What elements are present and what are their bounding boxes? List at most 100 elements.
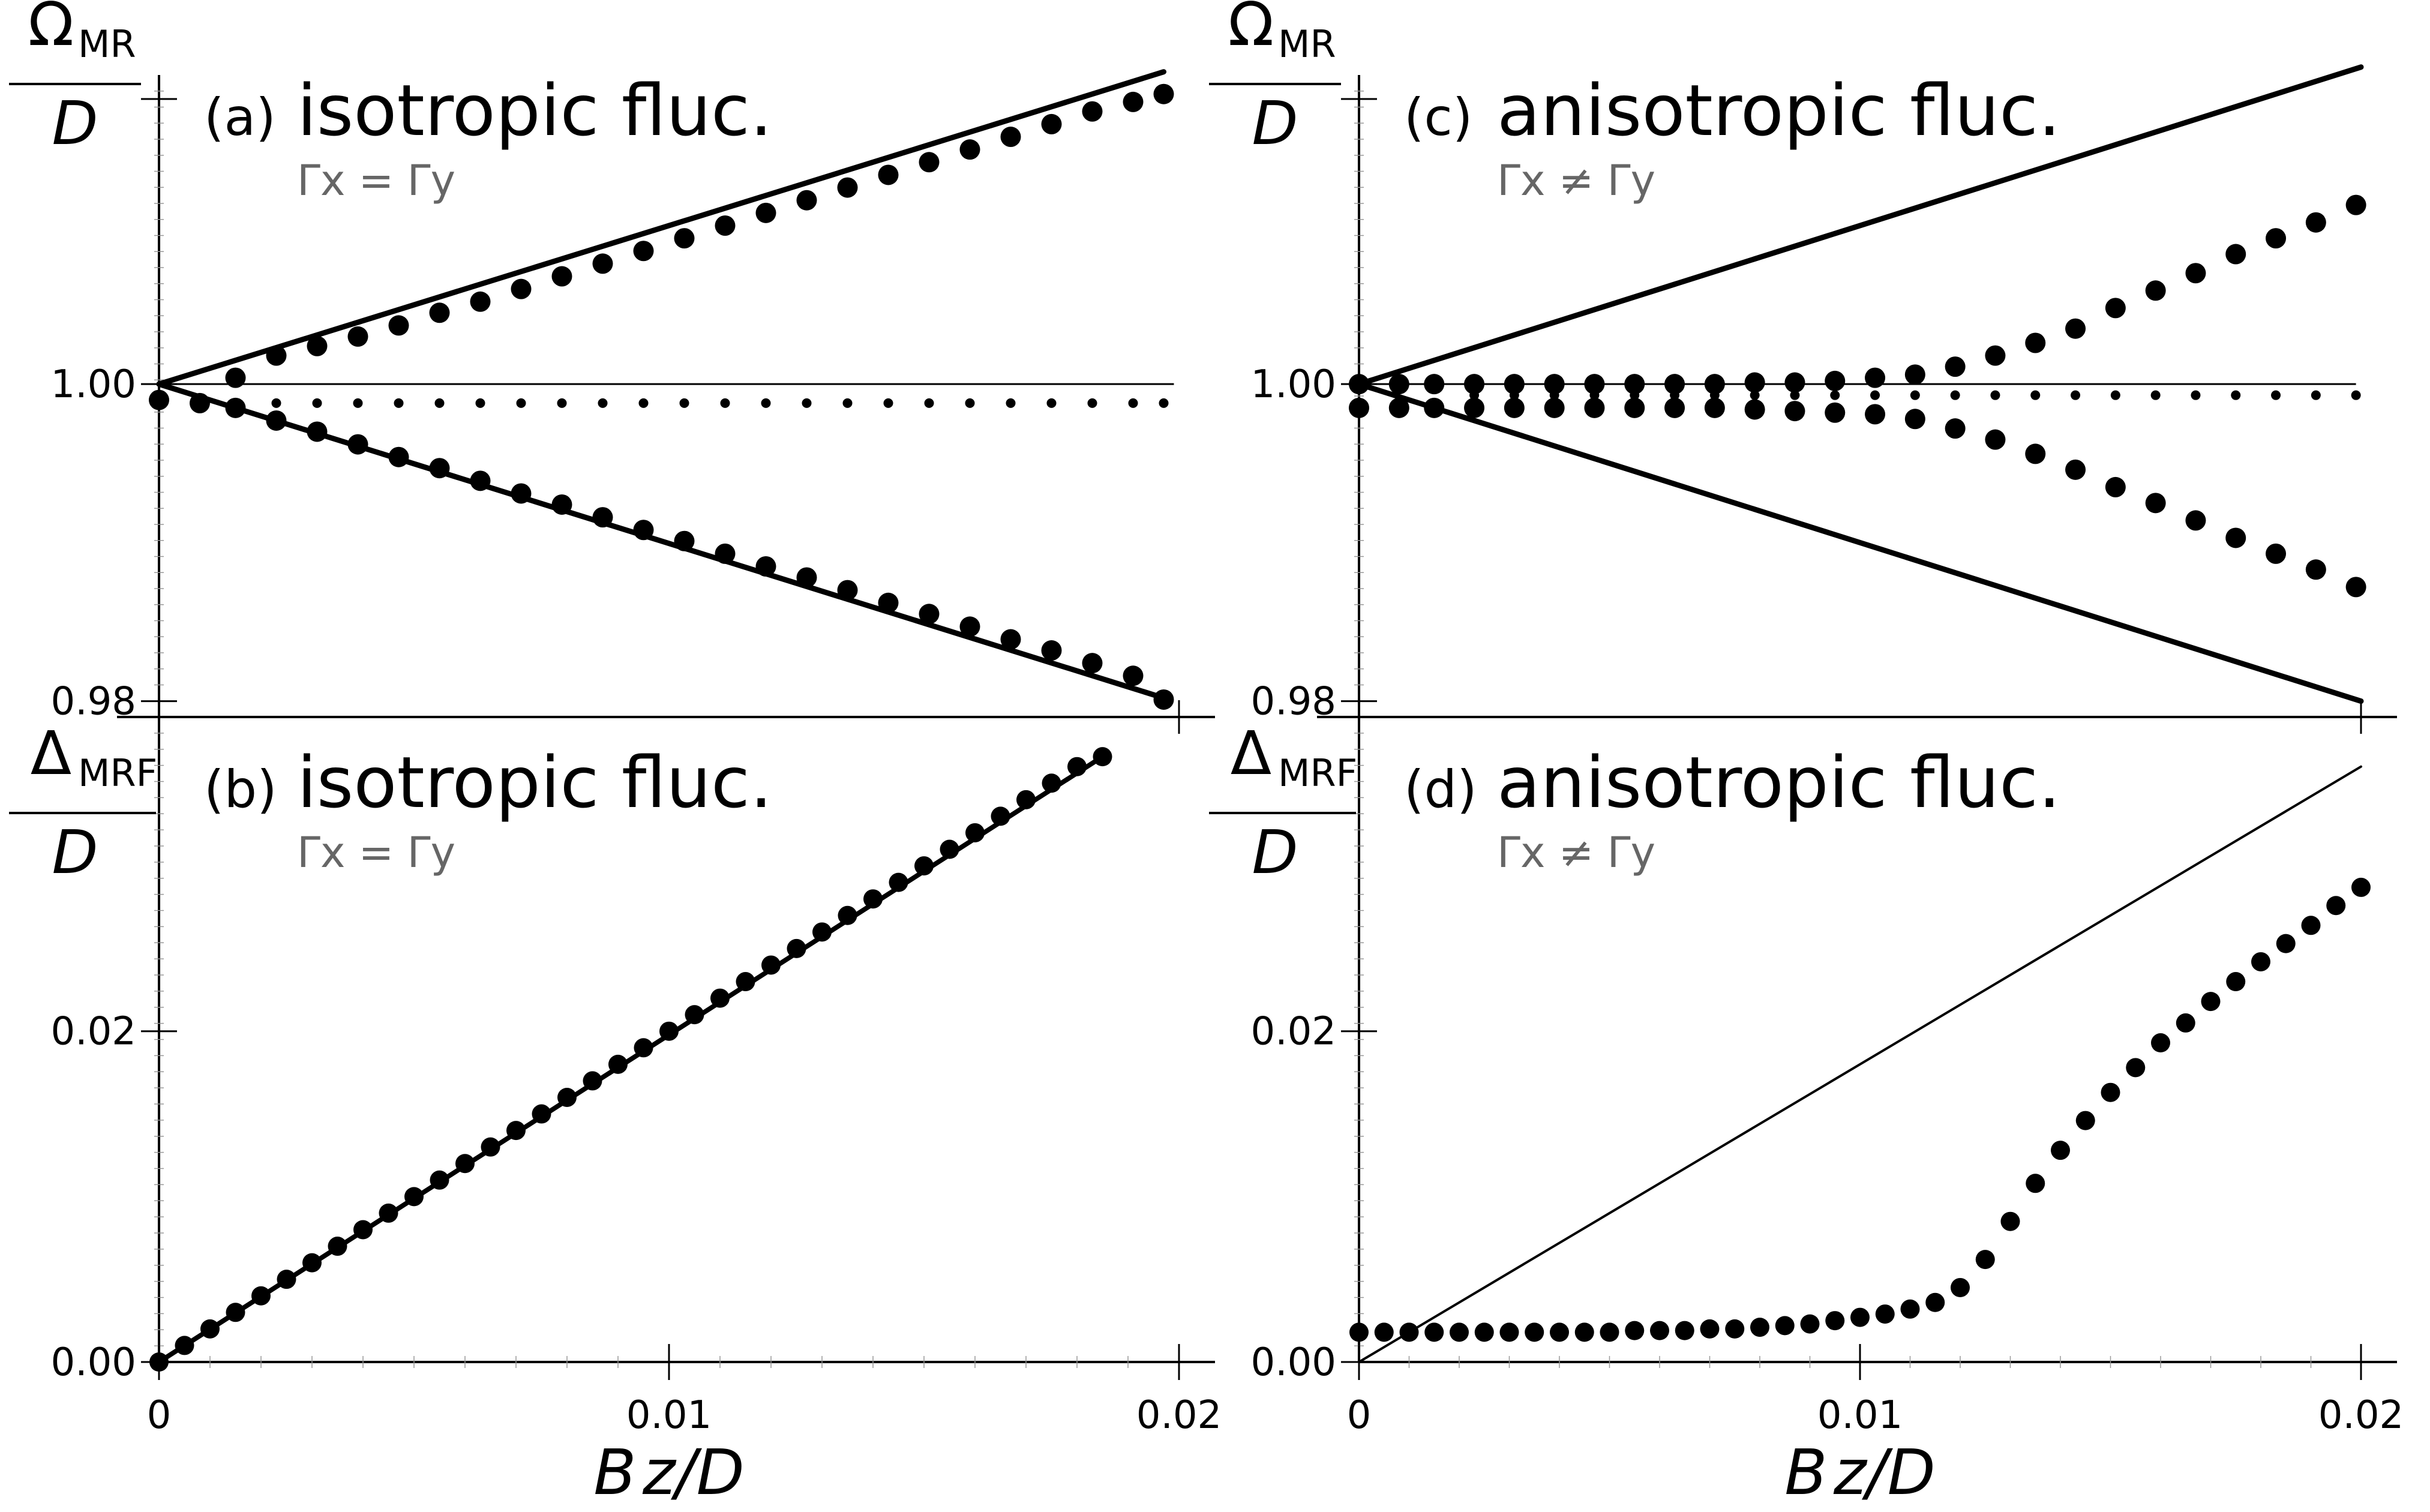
data-point — [1625, 1321, 1645, 1340]
y-label-subscript: MR — [1278, 22, 1336, 66]
data-point-lower — [1082, 653, 1103, 674]
data-point-lower — [266, 410, 287, 431]
data-point-middle — [434, 398, 445, 408]
data-point — [430, 1170, 449, 1190]
data-point-lower — [1985, 429, 2006, 450]
data-point-upper — [266, 345, 287, 366]
data-point-middle — [2311, 390, 2321, 400]
data-point — [608, 1054, 628, 1074]
data-point-lower — [2305, 559, 2326, 580]
data-point-middle — [475, 398, 485, 408]
data-point — [1650, 1321, 1669, 1340]
data-point — [2075, 1111, 2095, 1130]
data-point — [761, 955, 781, 975]
data-point — [1374, 1322, 1394, 1342]
data-point-upper — [919, 152, 940, 173]
x-axis-label: B z/D — [1784, 1436, 1935, 1509]
data-point — [991, 806, 1010, 826]
data-point-middle — [1469, 390, 1480, 400]
data-point-middle — [1790, 390, 1800, 400]
y-label-symbol: Ω — [28, 0, 74, 59]
data-point-lower — [633, 520, 654, 541]
data-point-upper — [470, 291, 491, 312]
data-point-middle — [965, 398, 975, 408]
panel-condition: Γx = Γy — [297, 156, 455, 205]
data-point — [1042, 773, 1061, 793]
data-point-lower — [388, 446, 409, 467]
data-point — [481, 1137, 500, 1157]
data-point-upper — [2105, 298, 2126, 319]
data-point-upper — [1744, 372, 1765, 393]
y-tick-label: 0.98 — [1251, 680, 1337, 724]
data-point-upper — [674, 228, 695, 249]
data-point-upper — [429, 302, 450, 323]
data-point-upper — [1704, 374, 1725, 395]
y-tick-label: 0.00 — [1251, 1340, 1337, 1385]
data-point-middle — [1870, 390, 1880, 400]
panel-title: isotropic fluc. — [297, 69, 772, 152]
panel-title: anisotropic fluc. — [1497, 69, 2061, 152]
data-point-middle — [1990, 390, 2000, 400]
data-point — [149, 1352, 169, 1372]
data-point — [1093, 747, 1112, 767]
data-point-middle — [720, 398, 730, 408]
data-point — [1424, 1322, 1444, 1342]
y-label-symbol: Δ — [1231, 718, 1271, 788]
data-point — [1925, 1292, 1945, 1312]
data-point-lower — [307, 421, 328, 442]
data-point — [863, 889, 883, 909]
data-point-lower — [2105, 476, 2126, 497]
data-point-upper — [1624, 374, 1645, 395]
panel-condition: Γx = Γy — [297, 828, 455, 877]
data-point — [353, 1220, 373, 1240]
data-point-middle — [1087, 398, 1097, 408]
data-point-middle — [679, 398, 689, 408]
data-point — [379, 1203, 398, 1223]
data-point-middle — [2231, 390, 2241, 400]
data-point — [2326, 896, 2346, 916]
data-point — [2251, 952, 2270, 971]
data-point-middle — [1830, 390, 1840, 400]
data-point — [1600, 1322, 1619, 1342]
data-point — [1016, 790, 1036, 809]
y-label-subscript: MRF — [1278, 751, 1357, 795]
data-point-upper — [225, 367, 246, 388]
data-point-lower — [674, 530, 695, 551]
data-point-lower — [1825, 402, 1846, 423]
data-point-lower — [1784, 401, 1805, 422]
data-point — [1067, 757, 1087, 776]
data-point-lower — [2025, 443, 2046, 464]
series-line — [1358, 765, 2362, 1363]
data-point-upper — [715, 215, 736, 236]
data-point-lower — [225, 397, 246, 418]
data-point-middle — [1630, 390, 1640, 400]
data-point-lower — [551, 494, 572, 515]
data-point-lower — [1744, 399, 1765, 420]
data-point-middle — [924, 398, 934, 408]
data-point — [1725, 1319, 1745, 1339]
data-point — [2201, 992, 2221, 1012]
data-point — [634, 1038, 653, 1058]
x-tick-label: 0 — [1347, 1393, 1372, 1438]
panel-title: anisotropic fluc. — [1497, 741, 2061, 824]
data-point-upper — [2266, 228, 2287, 249]
data-point — [532, 1104, 551, 1124]
data-point-middle — [394, 398, 404, 408]
data-point — [2176, 1013, 2195, 1033]
data-point-lower — [1388, 397, 1409, 418]
data-point-middle — [2271, 390, 2281, 400]
panel-condition: Γx ≠ Γy — [1497, 828, 1655, 877]
data-point — [1399, 1322, 1419, 1342]
data-point-lower — [2065, 459, 2086, 480]
data-point-lower — [429, 458, 450, 479]
data-point-lower — [796, 567, 817, 588]
y-label-denominator: D — [1252, 817, 1298, 887]
data-point-upper — [2345, 194, 2366, 215]
data-point-lower — [1664, 397, 1685, 418]
data-point-middle — [638, 398, 649, 408]
data-point-lower — [1584, 397, 1605, 418]
data-point-upper — [1825, 370, 1846, 391]
data-point — [965, 823, 985, 842]
data-point-upper — [1082, 101, 1103, 122]
